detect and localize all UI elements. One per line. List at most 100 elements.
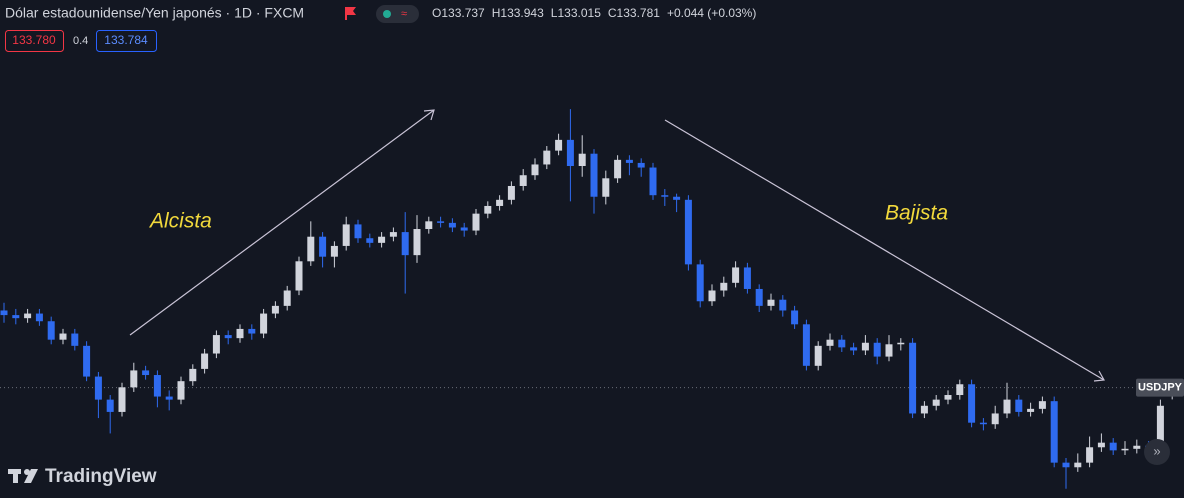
candle-body [602, 178, 610, 197]
annotation: Alcista [148, 210, 212, 233]
up-arrow [129, 109, 435, 336]
logo-part [13, 469, 18, 483]
candle-body [448, 222, 456, 228]
candle-body [472, 213, 480, 231]
candle-body [1086, 447, 1094, 463]
ohlc-prefix: O [432, 6, 441, 20]
candle-body [319, 236, 327, 257]
candle-body [720, 282, 728, 291]
candle-body [212, 335, 220, 354]
ohlc-value: 133.943 [500, 6, 544, 20]
ohlc-value: 133.737 [441, 6, 485, 20]
bid-box[interactable] [5, 30, 64, 52]
candle-body [1133, 445, 1141, 449]
candle-body [437, 221, 445, 223]
chart-title: Dólar estadounidense/Yen japonés · 1D · … [5, 5, 304, 21]
candle-body [802, 324, 810, 366]
candle-body [12, 315, 20, 319]
down-arrow-head [1093, 370, 1105, 382]
ask-price: 133.784 [104, 33, 148, 47]
scroll-icon: » [1153, 443, 1160, 458]
candle-body [1027, 408, 1035, 412]
candle-body [897, 342, 905, 345]
candle-body [614, 159, 622, 179]
candle-body [71, 333, 79, 346]
candle-body [1109, 442, 1117, 451]
candle-body [189, 368, 197, 382]
candle-body [696, 264, 704, 302]
candle-body [649, 167, 657, 196]
candle-body [59, 333, 67, 340]
candle-body [83, 345, 91, 377]
candle-body [271, 305, 279, 314]
status-pill [376, 5, 419, 23]
up-arrow-head [423, 109, 435, 121]
candle-body [236, 328, 244, 339]
candle-body [944, 395, 952, 400]
candle-body [1074, 462, 1082, 468]
candle-body [130, 370, 138, 388]
candle-body [1121, 448, 1129, 451]
status-dot [383, 10, 391, 18]
candle-body [850, 347, 858, 351]
ohlc-value: 133.015 [557, 6, 601, 20]
candle-body [873, 342, 881, 357]
candle-body [0, 310, 8, 316]
candle-body [932, 399, 940, 406]
candle-body [496, 199, 504, 206]
ohlc-prefix: C [608, 6, 617, 20]
candle-body [684, 199, 692, 265]
candle-body [708, 290, 716, 302]
symbol-tag-label: USDJPY [1138, 382, 1183, 394]
candle-body [106, 399, 114, 412]
candle-body [389, 232, 397, 237]
scroll-button[interactable] [1144, 439, 1170, 465]
candle-body [625, 159, 633, 163]
candle-body [248, 328, 256, 334]
candle-body [401, 232, 409, 256]
candle-body [791, 310, 799, 325]
candle-body [484, 205, 492, 214]
symbol-tag [1136, 378, 1184, 397]
candle-body [555, 139, 563, 151]
candle-body [35, 313, 43, 322]
candle-body [165, 396, 173, 400]
annotation: Bajista [885, 202, 948, 225]
ohlc-prefix: H [492, 6, 501, 20]
candle-body [861, 342, 869, 351]
candle-body [779, 299, 787, 311]
candle-body [519, 175, 527, 186]
candle-body [118, 387, 126, 412]
candle-body [531, 164, 539, 176]
candle-body [201, 353, 209, 369]
candle-body [342, 224, 350, 246]
candle-body [1015, 399, 1023, 412]
candle-body [283, 290, 291, 306]
ohlc-prefix: L [551, 6, 558, 20]
candle-body [566, 139, 574, 166]
candle-body [1097, 442, 1105, 448]
candle-body [732, 267, 740, 283]
candle-body [814, 345, 822, 366]
ohlc-change: +0.044 (+0.03%) [667, 6, 756, 20]
candle-body [543, 150, 551, 165]
candle-body [1156, 405, 1164, 449]
candle-body [507, 185, 515, 200]
candle-body [743, 267, 751, 289]
candle-body [578, 153, 586, 166]
candle-body [425, 221, 433, 230]
candle-body [177, 381, 185, 400]
candle-body [755, 288, 763, 306]
candle-body [968, 384, 976, 423]
candle-body [1062, 462, 1070, 468]
candle-body [378, 236, 386, 243]
candle-body [260, 313, 268, 334]
candle-body [838, 339, 846, 348]
ask-box[interactable] [96, 30, 157, 52]
candle-body [366, 238, 374, 243]
down-arrow [664, 119, 1105, 381]
candle-body [307, 236, 315, 262]
ohlc-values: O133.737 H133.943 L133.015 C133.781 +0.044 (… [432, 6, 756, 20]
candle-body [330, 245, 338, 257]
candle-body [354, 224, 362, 239]
